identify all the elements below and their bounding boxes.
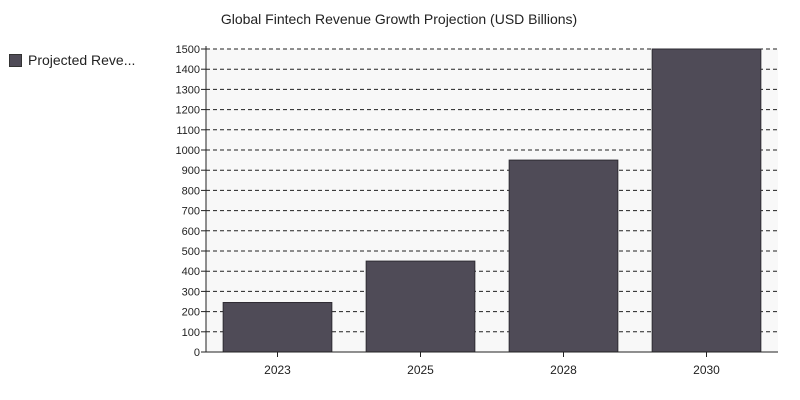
- y-tick-label-800: 800: [182, 185, 200, 197]
- y-tick-label-600: 600: [182, 226, 200, 238]
- x-tick-label-2025: 2025: [407, 363, 434, 377]
- y-tick-label-700: 700: [182, 206, 200, 218]
- legend-label: Projected Reve...: [28, 52, 136, 68]
- y-tick-label-0: 0: [194, 347, 200, 359]
- legend: Projected Reve...: [9, 52, 135, 68]
- bar-2025: [365, 260, 476, 353]
- y-tick-label-200: 200: [182, 307, 200, 319]
- y-tick-label-1500: 1500: [176, 44, 200, 56]
- y-tick-label-1400: 1400: [176, 64, 200, 76]
- x-tick-label-2023: 2023: [264, 363, 291, 377]
- y-tick-label-300: 300: [182, 286, 200, 298]
- y-tick-label-400: 400: [182, 266, 200, 278]
- y-tick-label-1100: 1100: [176, 125, 200, 137]
- bar-2030: [651, 48, 762, 353]
- chart-title-text: Global Fintech Revenue Growth Projection…: [220, 11, 578, 27]
- legend-swatch: [9, 53, 22, 67]
- bar-2023: [222, 302, 333, 353]
- chart-title: Global Fintech Revenue Growth Projection…: [0, 11, 800, 27]
- y-tick-label-1000: 1000: [176, 145, 200, 157]
- y-tick-label-900: 900: [182, 165, 200, 177]
- x-tick-label-2030: 2030: [693, 363, 720, 377]
- x-tick-label-2028: 2028: [550, 363, 577, 377]
- y-tick-label-1200: 1200: [176, 105, 200, 117]
- y-tick-label-500: 500: [182, 246, 200, 258]
- y-tick-label-1300: 1300: [176, 84, 200, 96]
- bar-2028: [508, 159, 619, 353]
- y-tick-label-100: 100: [182, 327, 200, 339]
